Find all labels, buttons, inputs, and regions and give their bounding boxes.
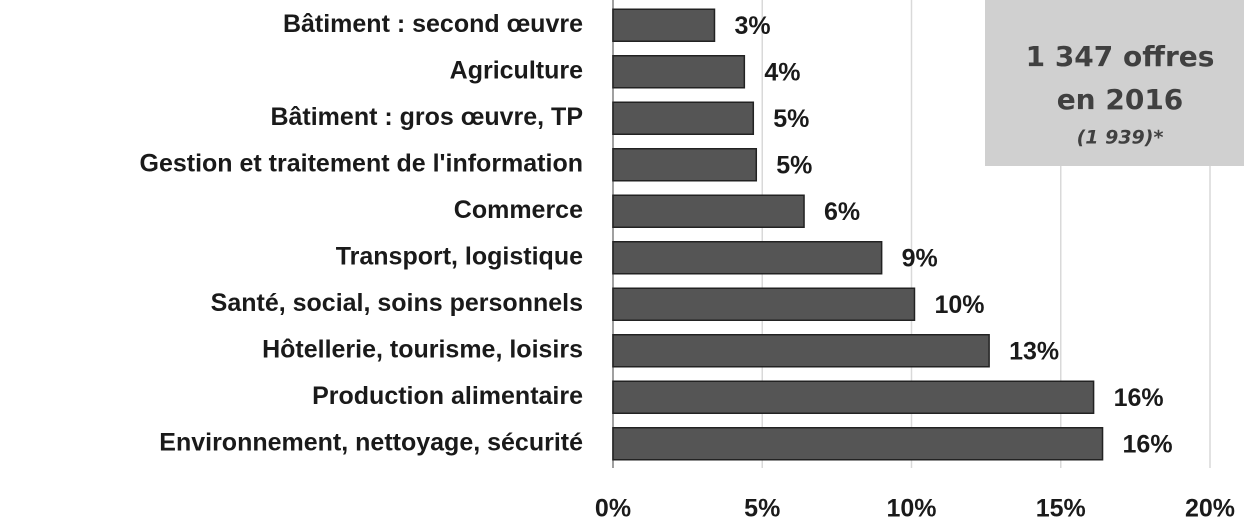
- x-tick-label: 0%: [595, 495, 631, 523]
- bar: [612, 55, 746, 89]
- bar: [612, 380, 1095, 414]
- value-label: 13%: [1009, 337, 1059, 365]
- y-tick-label: Gestion et traitement de l'information: [140, 149, 584, 177]
- value-label: 3%: [734, 12, 770, 40]
- y-tick-label: Bâtiment : second œuvre: [283, 10, 583, 38]
- bar: [612, 241, 883, 275]
- value-label: 4%: [764, 58, 800, 86]
- bar: [612, 427, 1104, 461]
- x-tick-label: 5%: [744, 495, 780, 523]
- value-label: 6%: [824, 198, 860, 226]
- x-tick-label: 15%: [1036, 495, 1086, 523]
- value-label: 5%: [776, 151, 812, 179]
- y-tick-label: Agriculture: [450, 56, 583, 84]
- y-tick-label: Commerce: [454, 196, 583, 224]
- value-label: 10%: [934, 291, 984, 319]
- x-tick-label: 10%: [886, 495, 936, 523]
- bar: [612, 8, 716, 42]
- bar: [612, 287, 916, 321]
- annotation-line: (1 939)*: [1077, 127, 1164, 149]
- annotation-line: en 2016: [1057, 83, 1184, 116]
- annotation-line: 1 347 offres: [1026, 40, 1215, 73]
- y-tick-label: Environnement, nettoyage, sécurité: [159, 428, 583, 456]
- y-tick-label: Production alimentaire: [312, 382, 583, 410]
- bar: [612, 148, 758, 182]
- y-tick-label: Transport, logistique: [336, 242, 583, 270]
- value-label: 16%: [1123, 430, 1173, 458]
- value-label: 5%: [773, 105, 809, 133]
- bar: [612, 101, 755, 135]
- bar: [612, 194, 805, 228]
- value-label: 9%: [902, 244, 938, 272]
- annotation-box: [985, 0, 1244, 166]
- y-tick-label: Bâtiment : gros œuvre, TP: [270, 103, 583, 131]
- x-tick-label: 20%: [1185, 495, 1235, 523]
- bar: [612, 334, 990, 368]
- value-label: 16%: [1114, 384, 1164, 412]
- y-tick-label: Hôtellerie, tourisme, loisirs: [262, 335, 583, 363]
- y-tick-label: Santé, social, soins personnels: [211, 289, 583, 317]
